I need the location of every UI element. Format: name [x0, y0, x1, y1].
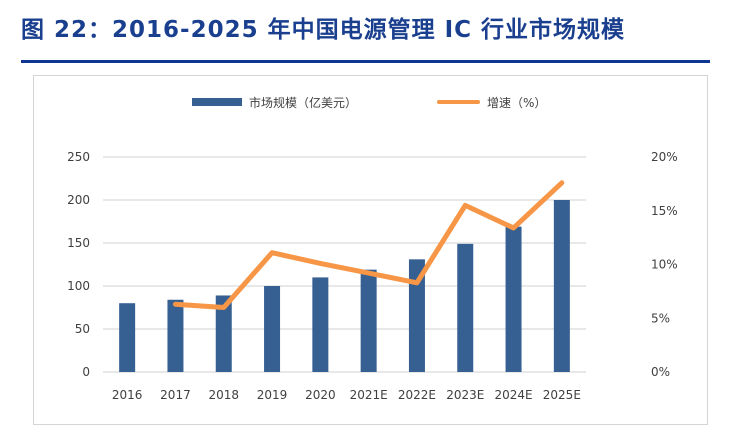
chart-frame — [33, 75, 708, 425]
y-left-tick-label: 250 — [67, 150, 90, 164]
title-rule — [21, 60, 710, 63]
x-tick-label: 2019 — [257, 388, 288, 402]
bar — [505, 226, 522, 372]
y-right-tick-label: 15% — [651, 204, 678, 218]
x-tick-label: 2023E — [446, 388, 484, 402]
bar — [457, 243, 474, 372]
y-left-tick-label: 0 — [82, 365, 90, 379]
bar — [119, 303, 136, 372]
x-tick-label: 2025E — [543, 388, 581, 402]
x-tick-label: 2017 — [160, 388, 191, 402]
y-left-tick-label: 200 — [67, 193, 90, 207]
y-right-tick-label: 0% — [651, 365, 670, 379]
y-right-tick-label: 10% — [651, 258, 678, 272]
legend-line-swatch — [437, 100, 480, 104]
x-tick-label: 2024E — [494, 388, 532, 402]
bar — [215, 295, 232, 372]
bar — [167, 299, 184, 372]
figure-title: 图 22：2016-2025 年中国电源管理 IC 行业市场规模 — [21, 17, 626, 43]
x-tick-label: 2022E — [398, 388, 436, 402]
y-right-tick-label: 5% — [651, 311, 670, 325]
legend-bar-swatch — [192, 98, 242, 106]
y-right-tick-label: 20% — [651, 150, 678, 164]
x-tick-label: 2016 — [112, 388, 143, 402]
y-left-tick-label: 150 — [67, 236, 90, 250]
legend-line-label: 增速（%） — [487, 96, 546, 110]
x-tick-label: 2018 — [208, 388, 239, 402]
x-tick-label: 2020 — [305, 388, 336, 402]
bar — [264, 286, 281, 372]
x-tick-label: 2021E — [350, 388, 388, 402]
bar — [408, 259, 425, 372]
y-left-tick-label: 100 — [67, 279, 90, 293]
legend: 市场规模（亿美元） 增速（%） — [192, 95, 546, 110]
bar — [312, 277, 329, 372]
legend-bar-label: 市场规模（亿美元） — [249, 95, 357, 110]
bar — [360, 269, 377, 372]
y-left-tick-label: 50 — [75, 322, 90, 336]
bar — [553, 200, 570, 372]
